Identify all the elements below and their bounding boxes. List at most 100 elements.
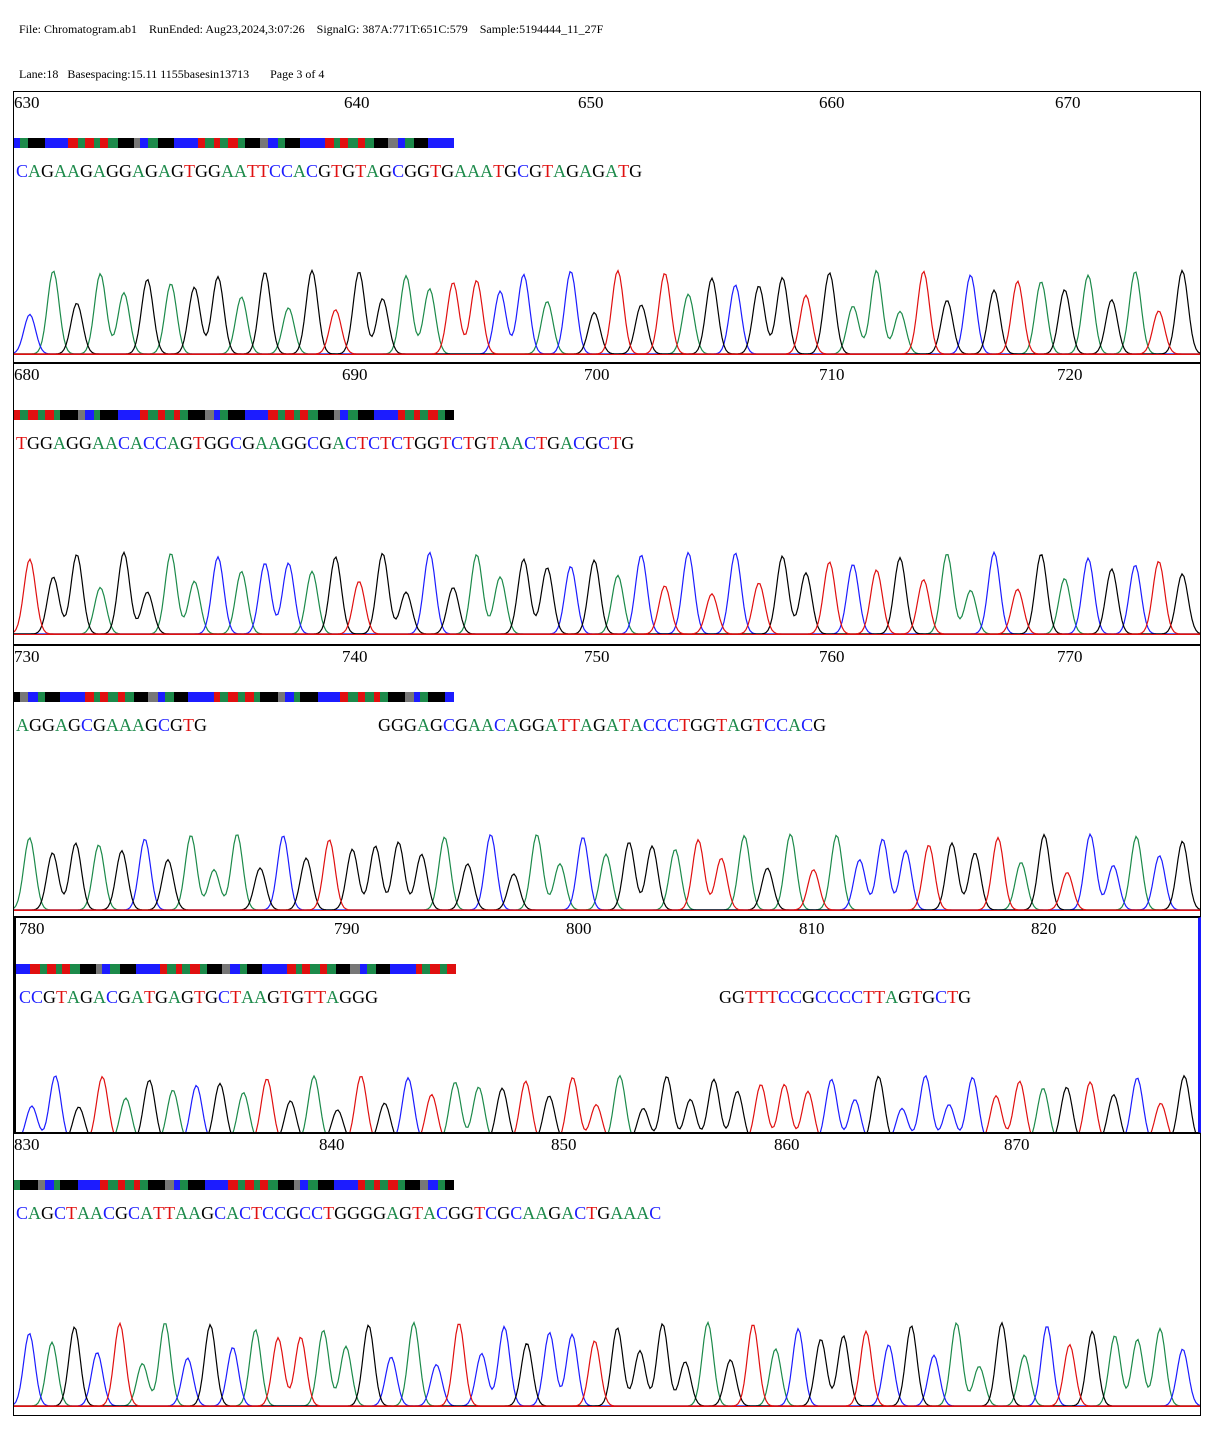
base-call: C: [214, 1203, 227, 1223]
quality-block: [380, 138, 388, 148]
quality-block: [254, 138, 260, 148]
quality-block: [374, 692, 380, 702]
quality-block: [365, 410, 374, 420]
base-call: C: [494, 715, 507, 735]
quality-block: [20, 410, 28, 420]
quality-block: [445, 1180, 454, 1190]
base-call: G: [80, 987, 94, 1007]
base-call: T: [542, 161, 554, 181]
quality-block: [280, 964, 287, 974]
quality-block: [205, 1180, 214, 1190]
base-call: G: [242, 433, 256, 453]
base-call: C: [510, 1203, 523, 1223]
quality-block: [414, 410, 420, 420]
base-call: T: [745, 987, 756, 1007]
quality-block: [45, 410, 54, 420]
base-call: C: [299, 1203, 312, 1223]
quality-block: [318, 1180, 325, 1190]
position-tick-label: 740: [342, 647, 368, 666]
base-call: C: [574, 1203, 587, 1223]
quality-block: [148, 692, 158, 702]
quality-block: [340, 1180, 348, 1190]
quality-block: [350, 964, 360, 974]
quality-block: [388, 410, 398, 420]
quality-block: [294, 692, 300, 702]
quality-block: [78, 1180, 85, 1190]
base-call: A: [131, 987, 145, 1007]
base-call: G: [217, 433, 231, 453]
base-call: C: [368, 433, 381, 453]
quality-block: [300, 410, 308, 420]
trace-C-line: [21, 1074, 1149, 1132]
base-call: G: [404, 715, 417, 735]
quality-block: [247, 964, 256, 974]
base-call: T: [440, 433, 452, 453]
quality-block: [260, 1180, 268, 1190]
quality-block: [245, 410, 254, 420]
quality-block: [216, 964, 222, 974]
base-call: A: [535, 1203, 549, 1223]
quality-block: [60, 138, 68, 148]
base-call: C: [573, 433, 586, 453]
quality-block: [188, 138, 198, 148]
base-call: G: [898, 987, 912, 1007]
base-call: C: [281, 161, 294, 181]
base-call: A: [67, 987, 81, 1007]
quality-block: [294, 1180, 300, 1190]
base-call: G: [352, 987, 366, 1007]
quality-block: [100, 410, 108, 420]
base-call: A: [727, 715, 741, 735]
quality-bar: [14, 692, 454, 702]
quality-block: [238, 410, 245, 420]
quality-block: [245, 138, 254, 148]
base-call: G: [195, 161, 209, 181]
base-call: G: [119, 161, 133, 181]
base-call: G: [529, 161, 543, 181]
base-call: A: [105, 433, 118, 453]
quality-block: [245, 1180, 254, 1190]
position-tick-label: 720: [1057, 365, 1083, 384]
base-call: T: [144, 987, 156, 1007]
quality-block: [420, 1180, 428, 1190]
base-call: G: [204, 433, 218, 453]
base-call: G: [318, 161, 332, 181]
trace-G-line: [14, 1321, 1200, 1407]
base-call: G: [455, 715, 469, 735]
quality-block: [358, 1180, 365, 1190]
page-number: Page 3 of 4: [270, 67, 325, 81]
base-call: A: [522, 1203, 536, 1223]
base-call: A: [221, 161, 235, 181]
quality-block: [54, 692, 60, 702]
quality-block: [405, 138, 414, 148]
position-tick-label: 810: [799, 919, 825, 938]
base-call: T: [380, 433, 392, 453]
quality-block: [300, 692, 308, 702]
quality-block: [118, 138, 125, 148]
quality-block: [174, 410, 180, 420]
base-call: C: [436, 1203, 449, 1223]
quality-block: [268, 1180, 278, 1190]
base-call: A: [480, 161, 494, 181]
quality-block: [158, 410, 165, 420]
base-call: A: [158, 161, 172, 181]
quality-block: [430, 964, 440, 974]
quality-block: [14, 1180, 20, 1190]
base-call: C: [345, 433, 358, 453]
quality-block: [388, 692, 398, 702]
quality-block: [348, 410, 358, 420]
quality-block: [20, 692, 28, 702]
base-call: G: [291, 987, 305, 1007]
quality-block: [447, 964, 456, 974]
base-call: A: [506, 715, 520, 735]
quality-block: [256, 964, 262, 974]
quality-block: [367, 964, 376, 974]
quality-block: [380, 410, 388, 420]
base-call: C: [776, 715, 789, 735]
quality-block: [30, 964, 40, 974]
trace-plot: [14, 832, 1200, 911]
chromatogram-panel: 730 740 750 760 770 AGGAGCGAAAGCGTG GGGAGCGAAC…: [13, 645, 1201, 917]
base-call: A: [119, 715, 133, 735]
base-call: C: [655, 715, 668, 735]
quality-block: [445, 692, 454, 702]
base-call: C: [485, 1203, 498, 1223]
